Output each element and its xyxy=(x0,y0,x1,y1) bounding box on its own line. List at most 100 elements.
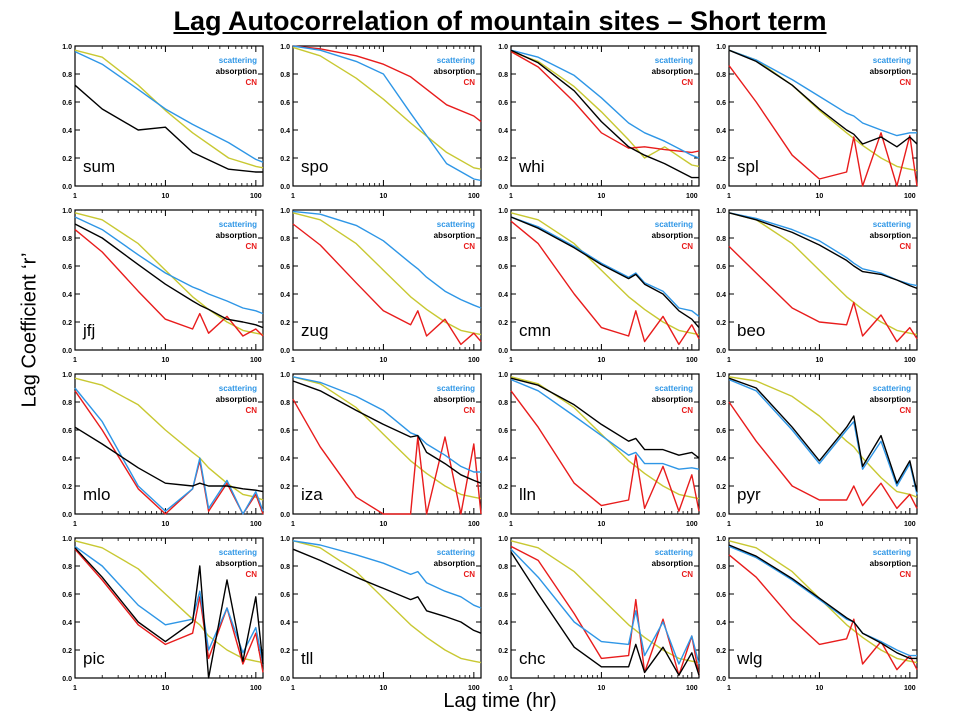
y-tick-label: 0.6 xyxy=(280,100,290,107)
site-label: zug xyxy=(301,321,328,340)
y-tick-label: 0.2 xyxy=(498,320,508,327)
y-tick-label: 0.0 xyxy=(280,184,290,191)
y-tick-label: 1.0 xyxy=(280,536,290,543)
y-tick-label: 0.6 xyxy=(498,428,508,435)
x-tick-label: 100 xyxy=(468,521,480,528)
y-tick-label: 1.0 xyxy=(62,536,72,543)
x-tick-label: 10 xyxy=(162,521,170,528)
y-tick-label: 0.2 xyxy=(280,648,290,655)
y-tick-label: 0.6 xyxy=(716,428,726,435)
panel-beo: 0.0 0.2 0.4 0.6 0.8 1.0 1 10 100 scattering absorp… xyxy=(716,208,918,364)
y-tick-label: 1.0 xyxy=(716,208,726,215)
x-tick-label: 1 xyxy=(727,521,731,528)
legend-entry: CN xyxy=(245,570,257,579)
x-tick-label: 100 xyxy=(250,685,262,692)
series-line-absorption xyxy=(728,49,918,148)
y-tick-label: 1.0 xyxy=(498,44,508,51)
y-tick-label: 0.4 xyxy=(62,620,72,627)
legend-entry: scattering xyxy=(873,548,911,557)
y-tick-label: 0.2 xyxy=(716,156,726,163)
legend-entry: scattering xyxy=(437,548,475,557)
site-label: pic xyxy=(83,649,105,668)
site-label: tll xyxy=(301,649,313,668)
y-tick-label: 0.0 xyxy=(62,512,72,519)
panel-frame xyxy=(292,209,482,351)
x-tick-label: 1 xyxy=(727,357,731,364)
y-tick-label: 0.2 xyxy=(62,156,72,163)
series-line-absorption xyxy=(728,212,918,290)
y-tick-label: 1.0 xyxy=(498,208,508,215)
legend-entry: absorption xyxy=(652,231,693,240)
series-line-cn xyxy=(74,229,264,337)
x-tick-label: 10 xyxy=(162,357,170,364)
y-tick-label: 0.2 xyxy=(280,320,290,327)
x-tick-label: 100 xyxy=(468,193,480,200)
series-line-cn xyxy=(728,554,918,671)
panel-frame xyxy=(728,209,918,351)
series-line-scattering xyxy=(74,387,264,515)
series-line-reference xyxy=(510,212,700,336)
chart-title: Lag Autocorrelation of mountain sites – … xyxy=(173,6,827,36)
y-tick-label: 1.0 xyxy=(62,372,72,379)
series-line-reference xyxy=(510,50,700,168)
panel-wlg: 0.0 0.2 0.4 0.6 0.8 1.0 1 10 100 scattering absorp… xyxy=(716,536,918,692)
legend-entry: CN xyxy=(681,406,693,415)
y-tick-label: 0.8 xyxy=(280,236,290,243)
series-line-absorption xyxy=(74,84,263,173)
legend-entry: CN xyxy=(463,78,475,87)
legend-entry: CN xyxy=(899,570,911,579)
site-label: spl xyxy=(737,157,759,176)
y-tick-label: 0.2 xyxy=(62,320,72,327)
legend-entry: scattering xyxy=(219,548,257,557)
x-tick-label: 1 xyxy=(727,685,731,692)
x-tick-label: 100 xyxy=(686,193,698,200)
y-tick-label: 0.4 xyxy=(498,128,508,135)
series-line-scattering xyxy=(74,216,264,315)
series-line-reference xyxy=(728,376,918,498)
y-tick-label: 0.4 xyxy=(498,620,508,627)
x-tick-label: 100 xyxy=(686,357,698,364)
series-line-reference xyxy=(292,212,482,336)
legend-entry: CN xyxy=(463,570,475,579)
y-tick-label: 1.0 xyxy=(280,208,290,215)
legend-entry: CN xyxy=(899,242,911,251)
y-tick-label: 0.8 xyxy=(716,236,726,243)
y-tick-label: 0.6 xyxy=(62,264,72,271)
series-line-absorption xyxy=(510,377,700,459)
series-line-absorption xyxy=(510,216,700,329)
legend-entry: scattering xyxy=(219,220,257,229)
site-label: chc xyxy=(519,649,546,668)
x-tick-label: 10 xyxy=(598,685,606,692)
panel-frame xyxy=(74,209,264,351)
site-label: mlo xyxy=(83,485,110,504)
x-tick-label: 100 xyxy=(250,357,262,364)
x-tick-label: 1 xyxy=(727,193,731,200)
panel-cmn: 0.0 0.2 0.4 0.6 0.8 1.0 1 10 100 scattering absorp… xyxy=(498,208,700,364)
y-tick-label: 0.0 xyxy=(716,512,726,519)
series-line-scattering xyxy=(510,216,700,317)
legend-entry: scattering xyxy=(655,548,693,557)
y-tick-label: 0.6 xyxy=(62,100,72,107)
series-line-reference xyxy=(292,46,482,170)
x-tick-label: 100 xyxy=(904,685,916,692)
y-tick-label: 0.2 xyxy=(498,484,508,491)
series-line-cn xyxy=(510,220,700,346)
x-tick-label: 100 xyxy=(468,685,480,692)
y-tick-label: 0.0 xyxy=(498,184,508,191)
x-tick-label: 1 xyxy=(509,193,513,200)
y-tick-label: 0.2 xyxy=(498,648,508,655)
y-tick-label: 0.2 xyxy=(716,648,726,655)
panel-frame xyxy=(510,45,700,187)
x-tick-label: 10 xyxy=(816,685,824,692)
y-tick-label: 0.8 xyxy=(716,72,726,79)
y-tick-label: 0.4 xyxy=(498,292,508,299)
y-tick-label: 0.0 xyxy=(62,348,72,355)
panel-whi: 0.0 0.2 0.4 0.6 0.8 1.0 1 10 100 scattering absorp… xyxy=(498,44,700,200)
series-line-absorption xyxy=(74,223,264,329)
legend-entry: absorption xyxy=(434,67,475,76)
y-tick-label: 0.6 xyxy=(280,264,290,271)
y-tick-label: 0.4 xyxy=(498,456,508,463)
y-tick-label: 0.4 xyxy=(716,456,726,463)
x-tick-label: 1 xyxy=(73,357,77,364)
y-tick-label: 1.0 xyxy=(62,44,72,51)
